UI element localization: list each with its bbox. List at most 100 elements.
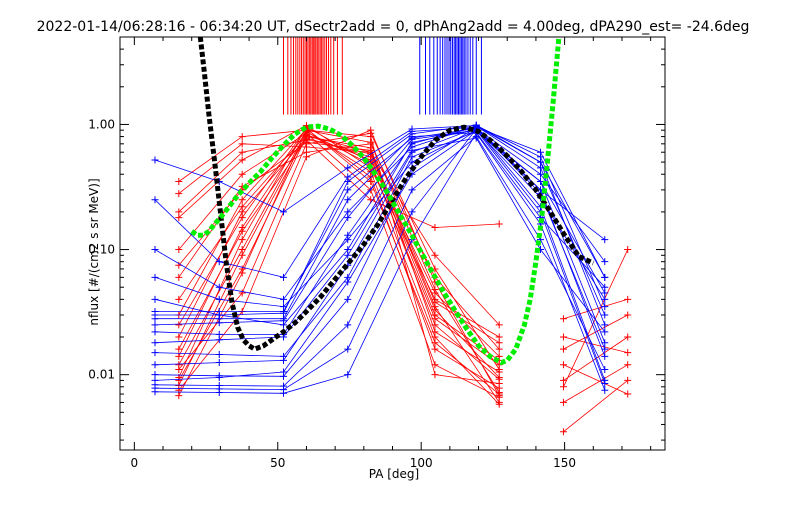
red-data-point: [175, 333, 183, 341]
blue-data-point: [344, 371, 352, 379]
y-tick-label: 0.10: [88, 243, 115, 257]
red-data-point: [175, 352, 183, 360]
blue-data-point: [408, 125, 416, 133]
y-axis-label: nflux [#/(cm2 s sr MeV)]: [87, 178, 101, 325]
blue-profile-line: [154, 128, 606, 391]
x-axis-label: PA [deg]: [369, 467, 419, 481]
blue-data-point: [215, 359, 223, 367]
x-tick-label: 0: [131, 456, 139, 470]
red-data-point: [238, 203, 246, 211]
blue-data-point: [601, 386, 609, 394]
red-data-point: [624, 333, 632, 341]
red-data-point: [624, 376, 632, 384]
red-data-point: [238, 265, 246, 273]
plot-area: [151, 37, 632, 436]
red-data-point: [559, 345, 567, 353]
red-data-point: [495, 339, 503, 347]
red-data-point: [559, 398, 567, 406]
red-data-point: [238, 148, 246, 156]
blue-data-point: [601, 380, 609, 388]
blue-data-point: [344, 321, 352, 329]
y-tick-label: 0.01: [88, 368, 115, 382]
red-data-point: [624, 246, 632, 254]
red-profile-line: [563, 364, 628, 403]
red-profile-line: [563, 336, 628, 353]
red-data-point: [175, 345, 183, 353]
blue-data-point: [151, 196, 159, 204]
blue-data-point: [151, 361, 159, 369]
blue-data-point: [537, 170, 545, 178]
red-data-point: [175, 177, 183, 185]
red-data-point: [431, 251, 439, 259]
blue-data-point: [408, 148, 416, 156]
blue-data-point: [344, 186, 352, 194]
blue-data-point: [344, 173, 352, 181]
blue-profile-line: [154, 137, 606, 344]
blue-data-point: [601, 303, 609, 311]
blue-data-point: [215, 283, 223, 291]
blue-data-point: [215, 330, 223, 338]
red-profile-line: [178, 131, 500, 366]
blue-data-point: [151, 295, 159, 303]
red-profile-line: [178, 143, 500, 326]
red-profile-line: [178, 128, 500, 389]
red-data-point: [175, 190, 183, 198]
blue-data-point: [151, 246, 159, 254]
blue-data-point: [601, 345, 609, 353]
blue-data-point: [215, 381, 223, 389]
red-data-point: [559, 428, 567, 436]
blue-data-point: [344, 164, 352, 172]
red-data-point: [624, 349, 632, 357]
red-data-point: [238, 236, 246, 244]
x-tick-label: 150: [553, 456, 576, 470]
blue-data-point: [151, 339, 159, 347]
red-data-point: [559, 361, 567, 369]
axes: 0 50 100 150 0.01 0.10 1.00: [88, 36, 666, 470]
blue-profile-line: [154, 125, 606, 335]
red-data-point: [559, 333, 567, 341]
red-data-point: [431, 371, 439, 379]
blue-data-point: [344, 345, 352, 353]
plot-frame: [119, 36, 666, 451]
red-data-point: [238, 289, 246, 297]
x-tick-label: 100: [410, 456, 433, 470]
blue-data-point: [601, 311, 609, 319]
red-profile-line: [178, 132, 500, 398]
red-data-point: [559, 383, 567, 391]
blue-data-point: [151, 307, 159, 315]
blue-data-point: [280, 356, 287, 364]
blue-profile-line: [154, 129, 606, 384]
red-profile-line: [563, 364, 628, 395]
red-data-point: [367, 156, 375, 164]
red-profile-line: [563, 380, 628, 433]
blue-data-point: [601, 289, 609, 297]
blue-data-point: [344, 278, 352, 286]
blue-data-point: [280, 295, 287, 303]
red-data-point: [175, 273, 183, 281]
blue-profile-line: [154, 129, 606, 326]
red-data-point: [175, 208, 183, 216]
red-data-point: [559, 376, 567, 384]
red-data-point: [238, 196, 246, 204]
red-profile-line: [178, 130, 500, 405]
red-data-point: [238, 133, 246, 141]
red-data-point: [367, 146, 375, 154]
red-profile-line: [178, 126, 500, 380]
blue-data-point: [215, 373, 223, 381]
red-data-point: [175, 246, 183, 254]
blue-data-point: [280, 273, 287, 281]
blue-data-point: [280, 382, 287, 390]
red-data-point: [302, 131, 310, 139]
red-profile-line: [178, 127, 500, 395]
red-profile-line: [563, 249, 629, 387]
red-data-point: [495, 220, 503, 228]
red-data-point: [431, 224, 439, 232]
blue-data-point: [151, 321, 159, 329]
red-data-point: [175, 386, 183, 394]
blue-data-point: [151, 273, 159, 281]
red-data-point: [495, 345, 503, 353]
blue-data-point: [601, 328, 609, 336]
blue-data-point: [151, 156, 159, 164]
data-layer: [151, 37, 632, 436]
red-data-point: [495, 400, 503, 408]
